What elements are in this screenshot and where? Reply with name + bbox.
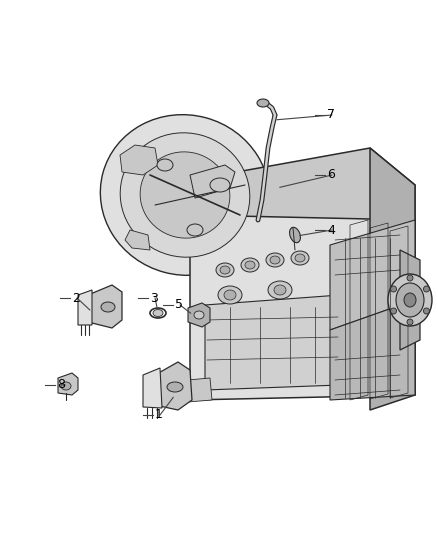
Ellipse shape bbox=[241, 258, 259, 272]
Text: 2: 2 bbox=[72, 292, 80, 304]
Ellipse shape bbox=[167, 382, 183, 392]
Ellipse shape bbox=[100, 115, 270, 276]
Ellipse shape bbox=[274, 285, 286, 295]
Ellipse shape bbox=[404, 293, 416, 307]
Text: 5: 5 bbox=[175, 298, 183, 311]
Polygon shape bbox=[155, 362, 192, 410]
Text: 1: 1 bbox=[155, 408, 163, 422]
Text: 4: 4 bbox=[327, 223, 335, 237]
Ellipse shape bbox=[224, 290, 236, 300]
Ellipse shape bbox=[257, 99, 269, 107]
Ellipse shape bbox=[424, 308, 429, 314]
Text: 6: 6 bbox=[327, 168, 335, 182]
Ellipse shape bbox=[270, 256, 280, 264]
Ellipse shape bbox=[157, 159, 173, 171]
Ellipse shape bbox=[268, 281, 292, 299]
Ellipse shape bbox=[210, 178, 230, 192]
Ellipse shape bbox=[140, 152, 230, 238]
Ellipse shape bbox=[187, 224, 203, 236]
Polygon shape bbox=[370, 148, 415, 410]
Ellipse shape bbox=[396, 283, 424, 317]
Text: 8: 8 bbox=[57, 378, 65, 392]
Text: 7: 7 bbox=[327, 109, 335, 122]
Polygon shape bbox=[120, 145, 158, 175]
Ellipse shape bbox=[220, 266, 230, 274]
Ellipse shape bbox=[290, 227, 300, 243]
Ellipse shape bbox=[407, 275, 413, 281]
Polygon shape bbox=[125, 230, 150, 250]
Ellipse shape bbox=[295, 254, 305, 262]
Ellipse shape bbox=[407, 319, 413, 325]
Polygon shape bbox=[330, 300, 415, 400]
Ellipse shape bbox=[266, 253, 284, 267]
Text: 3: 3 bbox=[150, 292, 158, 304]
Ellipse shape bbox=[391, 308, 396, 314]
Ellipse shape bbox=[61, 382, 71, 390]
Ellipse shape bbox=[388, 274, 432, 326]
Polygon shape bbox=[88, 285, 122, 328]
Polygon shape bbox=[400, 250, 420, 350]
Polygon shape bbox=[143, 368, 162, 408]
Polygon shape bbox=[190, 148, 415, 248]
Ellipse shape bbox=[424, 286, 429, 292]
Ellipse shape bbox=[101, 302, 115, 312]
Ellipse shape bbox=[218, 286, 242, 304]
Ellipse shape bbox=[245, 261, 255, 269]
Polygon shape bbox=[330, 220, 415, 330]
Polygon shape bbox=[190, 215, 415, 400]
Polygon shape bbox=[58, 373, 78, 395]
Polygon shape bbox=[188, 378, 212, 402]
Polygon shape bbox=[190, 165, 235, 198]
Ellipse shape bbox=[216, 263, 234, 277]
Ellipse shape bbox=[391, 286, 396, 292]
Ellipse shape bbox=[194, 311, 204, 319]
Ellipse shape bbox=[120, 133, 250, 257]
Polygon shape bbox=[78, 290, 92, 325]
Ellipse shape bbox=[153, 310, 163, 317]
Polygon shape bbox=[188, 303, 210, 327]
Ellipse shape bbox=[291, 251, 309, 265]
Polygon shape bbox=[205, 295, 340, 390]
